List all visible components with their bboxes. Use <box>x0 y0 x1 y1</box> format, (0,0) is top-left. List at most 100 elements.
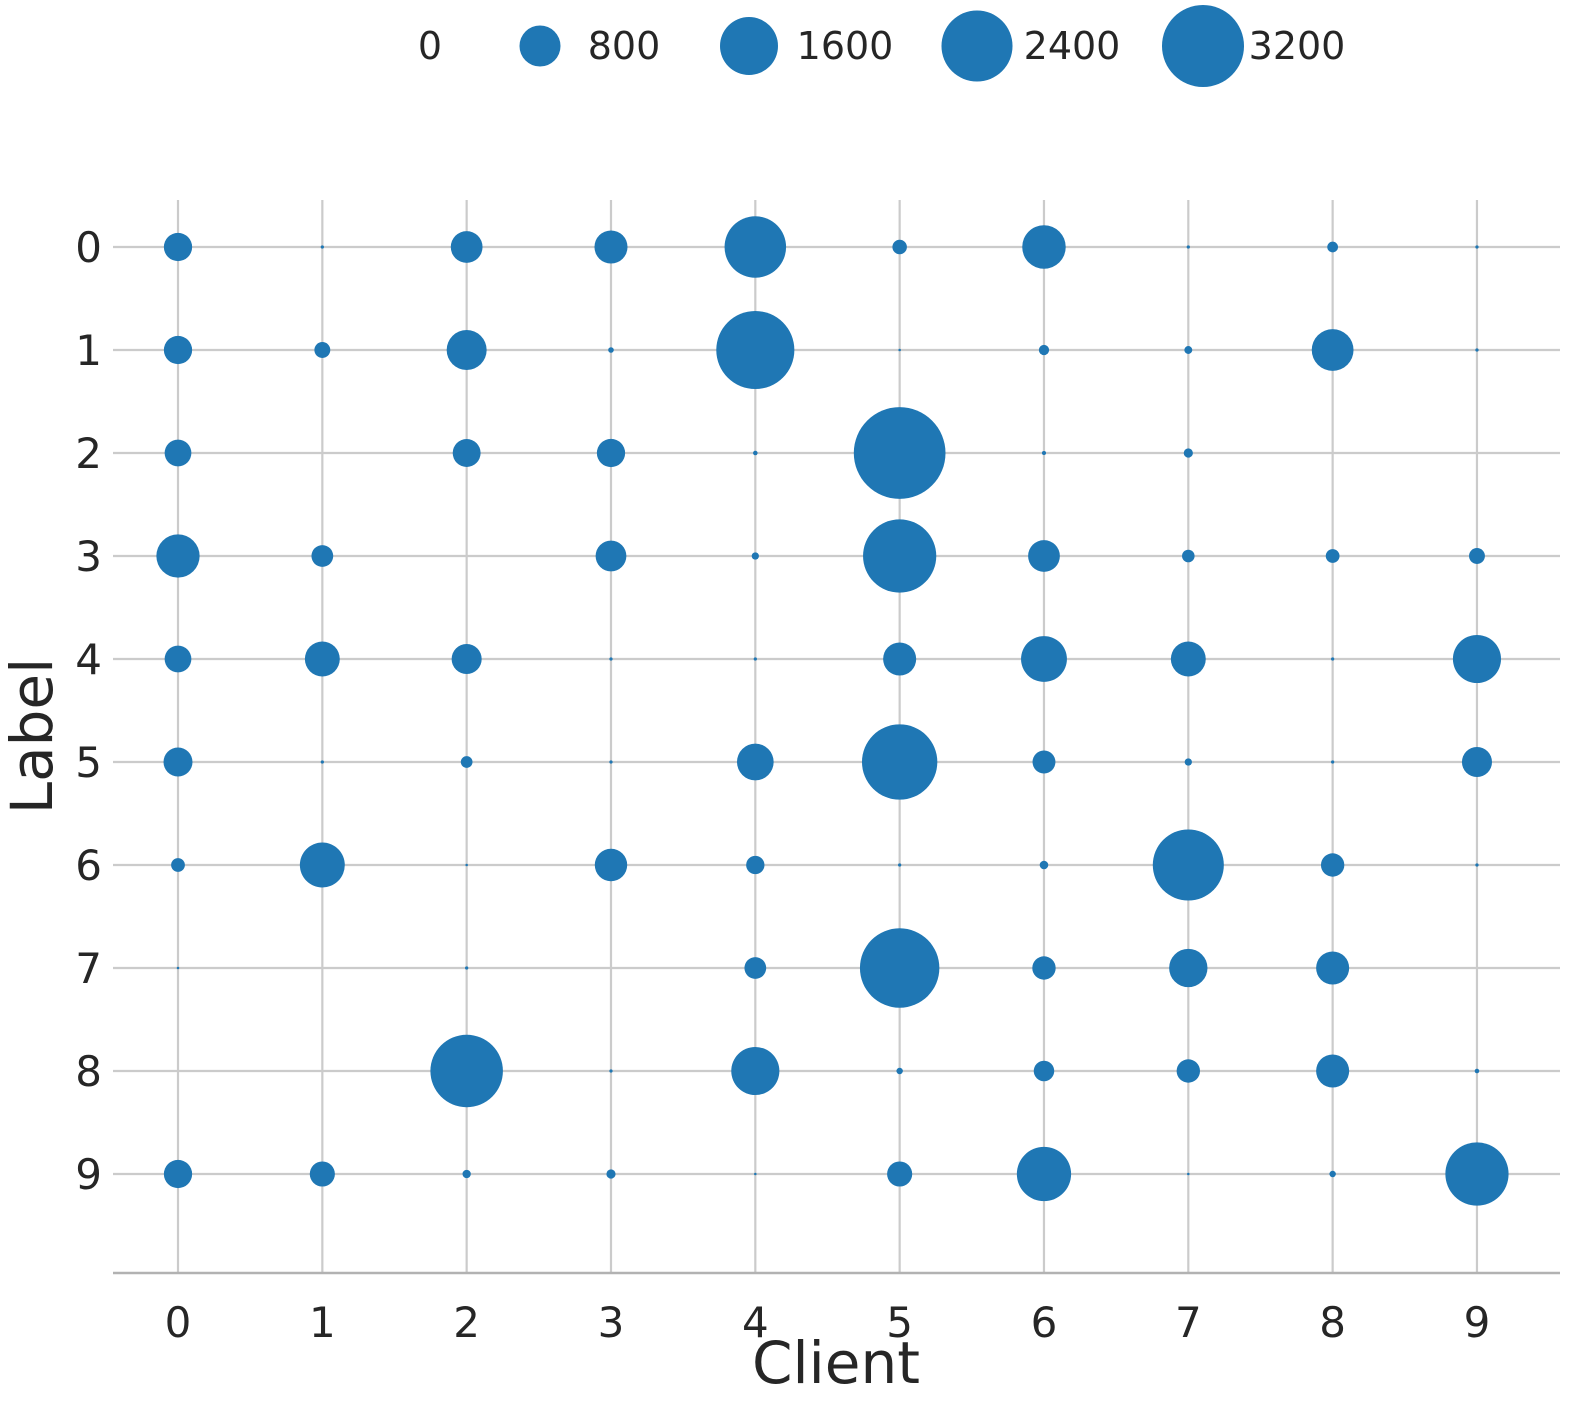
data-bubble-client6-label8 <box>1033 1060 1055 1082</box>
x-tick-label: 2 <box>453 1298 480 1347</box>
size-legend: 0 800 1600 2400 3200 <box>418 4 1345 88</box>
data-bubble-client2-label9 <box>462 1169 471 1179</box>
data-bubble-client7-label0 <box>1186 245 1190 249</box>
data-bubble-client9-label9 <box>1445 1142 1509 1206</box>
data-bubble-client4-label5 <box>736 743 774 781</box>
legend-label: 0 <box>418 24 442 68</box>
data-bubble-client3-label4 <box>609 657 613 661</box>
y-tick-label: 6 <box>75 841 102 890</box>
data-bubble-client9-label8 <box>1474 1068 1480 1074</box>
data-bubble-client8-label4 <box>1331 657 1335 661</box>
data-bubble-client5-label5 <box>861 724 938 800</box>
y-tick-label: 7 <box>75 944 102 993</box>
data-bubble-client4-label0 <box>724 216 787 278</box>
data-bubble-client4-label6 <box>746 855 765 875</box>
data-bubble-client0-label1 <box>163 335 193 365</box>
data-bubble-client0-label7 <box>176 966 180 970</box>
data-bubble-client0-label3 <box>156 534 200 578</box>
data-bubble-client2-label4 <box>451 643 482 675</box>
data-bubble-client0-label5 <box>163 747 193 777</box>
data-bubble-client1-label5 <box>320 760 324 764</box>
data-bubble-client8-label6 <box>1320 853 1345 877</box>
data-bubble-client7-label4 <box>1170 641 1206 677</box>
data-bubble-client8-label9 <box>1329 1170 1336 1178</box>
data-bubble-client6-label0 <box>1022 225 1066 269</box>
data-bubble-client6-label6 <box>1039 860 1049 870</box>
data-bubble-client7-label8 <box>1176 1059 1201 1083</box>
data-bubble-client9-label0 <box>1475 245 1479 249</box>
data-bubble-client4-label4 <box>753 657 757 661</box>
data-bubble-client1-label3 <box>311 545 334 567</box>
x-tick-label: 3 <box>598 1298 625 1347</box>
data-bubble-client0-label0 <box>163 232 193 262</box>
data-bubble-client3-label9 <box>606 1169 616 1179</box>
data-bubble-client6-label9 <box>1016 1146 1072 1202</box>
data-bubble-client1-label6 <box>299 842 345 888</box>
data-bubble-client7-label1 <box>1184 346 1193 354</box>
y-tick-label: 3 <box>75 532 102 581</box>
data-bubble-client5-label1 <box>898 348 901 352</box>
data-bubble-client2-label6 <box>465 863 468 867</box>
data-bubble-client3-label6 <box>594 848 628 882</box>
data-bubble-client1-label1 <box>314 342 331 358</box>
data-bubble-client5-label6 <box>898 863 902 867</box>
data-bubble-client0-label9 <box>163 1159 193 1189</box>
data-bubble-client0-label4 <box>164 645 192 673</box>
y-tick-label: 1 <box>75 326 102 375</box>
data-bubble-client9-label1 <box>1475 348 1479 352</box>
data-bubble-client5-label3 <box>863 519 937 593</box>
axis-tick-labels: 0 1 2 3 4 5 6 7 8 9 0 1 2 3 4 5 6 7 8 9 <box>75 223 1490 1347</box>
data-bubble-client7-label7 <box>1169 948 1208 988</box>
data-bubble-client9-label3 <box>1469 548 1485 564</box>
legend-label: 800 <box>588 24 661 68</box>
data-bubble-client1-label9 <box>309 1161 335 1187</box>
data-bubble-client6-label1 <box>1038 344 1050 356</box>
data-bubble-client4-label2 <box>753 450 758 456</box>
grid-lines <box>113 200 1560 1273</box>
data-bubble-client2-label1 <box>446 330 487 370</box>
legend-bubble-1600 <box>720 17 778 75</box>
data-bubble-client3-label8 <box>609 1069 613 1073</box>
data-bubble-client6-label4 <box>1021 636 1067 682</box>
data-bubble-client6-label5 <box>1032 750 1056 774</box>
data-bubble-client3-label5 <box>609 760 613 764</box>
y-tick-label: 0 <box>75 223 102 272</box>
x-tick-label: 0 <box>165 1298 192 1347</box>
data-bubble-client6-label7 <box>1032 956 1056 980</box>
data-bubble-client5-label7 <box>859 928 940 1008</box>
y-axis-title: Label <box>0 658 66 814</box>
data-bubble-client7-label9 <box>1187 1172 1190 1176</box>
legend-bubble-3200 <box>1161 4 1245 88</box>
data-bubble-client8-label5 <box>1331 760 1335 764</box>
data-bubble-client9-label4 <box>1452 634 1502 684</box>
data-bubble-client5-label4 <box>883 642 917 676</box>
data-bubble-client2-label8 <box>430 1034 503 1108</box>
data-bubble-client5-label2 <box>853 407 946 499</box>
bubbles <box>156 216 1509 1206</box>
data-bubble-client0-label6 <box>171 858 185 872</box>
y-tick-label: 5 <box>75 738 102 787</box>
data-bubble-client8-label3 <box>1325 549 1340 563</box>
data-bubble-client7-label5 <box>1184 758 1192 766</box>
data-bubble-client7-label3 <box>1182 549 1195 563</box>
x-tick-label: 8 <box>1319 1298 1346 1347</box>
data-bubble-client1-label0 <box>320 245 324 249</box>
data-bubble-client5-label0 <box>892 239 907 255</box>
data-bubble-client3-label3 <box>595 540 627 572</box>
y-tick-label: 4 <box>75 635 102 684</box>
x-tick-label: 4 <box>742 1298 769 1347</box>
data-bubble-client9-label6 <box>1475 863 1479 867</box>
data-bubble-client0-label2 <box>164 439 192 467</box>
data-bubble-client2-label7 <box>465 966 469 970</box>
data-bubble-client8-label0 <box>1327 241 1339 253</box>
x-tick-label: 1 <box>309 1298 336 1347</box>
data-bubble-client8-label1 <box>1311 329 1354 371</box>
legend-label: 1600 <box>797 24 894 68</box>
y-tick-label: 2 <box>75 429 102 478</box>
data-bubble-client7-label6 <box>1152 829 1224 901</box>
data-bubble-client5-label8 <box>896 1067 903 1075</box>
x-tick-label: 9 <box>1464 1298 1491 1347</box>
data-bubble-client2-label0 <box>450 231 483 263</box>
